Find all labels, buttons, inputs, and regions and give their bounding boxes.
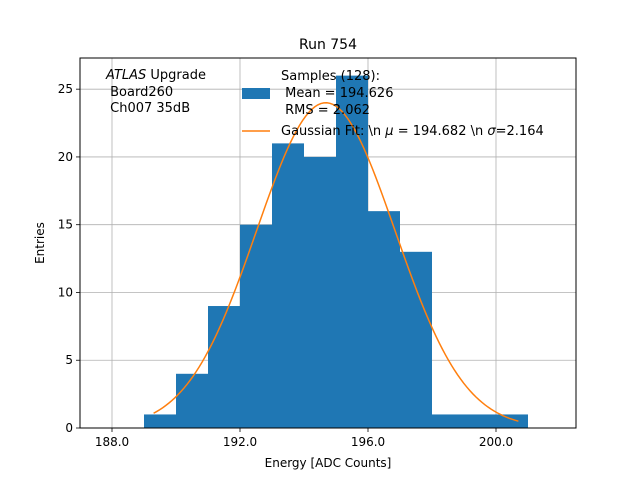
legend-samples-line3: RMS = 2.062 — [281, 103, 370, 118]
legend-samples-line1: Samples (128): — [281, 69, 380, 84]
y-tick-label: 10 — [58, 285, 73, 299]
histogram-bar — [144, 414, 176, 428]
board-label: Board260 — [106, 85, 173, 100]
x-tick-label: 196.0 — [351, 435, 385, 449]
atlas-annotation: ATLAS Upgrade Board260 Ch007 35dB — [105, 68, 206, 116]
histogram-bar — [336, 75, 368, 428]
plot-frame — [79, 57, 577, 429]
y-tick-label: 5 — [65, 353, 73, 367]
legend-fit-mu-symbol: μ — [384, 124, 393, 139]
x-tick-label: 200.0 — [479, 435, 513, 449]
histogram-bar — [272, 143, 304, 428]
atlas-annotation-line1: ATLAS Upgrade — [105, 68, 206, 83]
y-tick-label: 15 — [58, 218, 73, 232]
channel-label: Ch007 35dB — [106, 101, 190, 116]
y-axis-ticks: 0 5 10 15 20 25 — [58, 82, 80, 435]
chart-title: Run 754 — [299, 37, 357, 53]
legend-samples-line2: Mean = 194.626 — [281, 86, 393, 101]
histogram-bar — [176, 373, 208, 428]
histogram-bar — [368, 211, 400, 428]
x-axis-label: Energy [ADC Counts] — [265, 456, 392, 470]
histogram-bar — [240, 224, 272, 428]
x-axis-ticks: 188.0 192.0 196.0 200.0 — [95, 428, 513, 449]
legend-fit-sigma-symbol: σ — [487, 124, 496, 139]
y-axis-label: Entries — [33, 222, 47, 264]
legend-fit-suffix: =2.164 — [496, 124, 544, 139]
upgrade-label: Upgrade — [146, 68, 206, 83]
gaussian-fit — [153, 102, 519, 422]
legend-fit-mid: = 194.682 \n — [394, 124, 488, 139]
histogram-bar — [496, 414, 528, 428]
histogram-bar — [208, 306, 240, 428]
legend-samples-swatch — [242, 88, 270, 99]
x-tick-label: 188.0 — [95, 435, 129, 449]
y-tick-label: 25 — [58, 82, 73, 96]
histogram-bar — [304, 156, 336, 428]
histogram-bars — [144, 75, 528, 428]
histogram-bar — [464, 414, 496, 428]
x-tick-label: 192.0 — [223, 435, 257, 449]
legend-fit-prefix: Gaussian Fit: \n — [281, 124, 385, 139]
atlas-label: ATLAS — [105, 68, 146, 83]
histogram-bar — [432, 414, 464, 428]
gaussian-fit-curve — [153, 102, 519, 422]
y-tick-label: 20 — [58, 150, 73, 164]
legend: Samples (128): Mean = 194.626 RMS = 2.06… — [242, 69, 544, 139]
y-tick-label: 0 — [65, 421, 73, 435]
legend-fit-label: Gaussian Fit: \n μ = 194.682 \n σ=2.164 — [281, 124, 544, 139]
histogram-bar — [400, 251, 432, 428]
